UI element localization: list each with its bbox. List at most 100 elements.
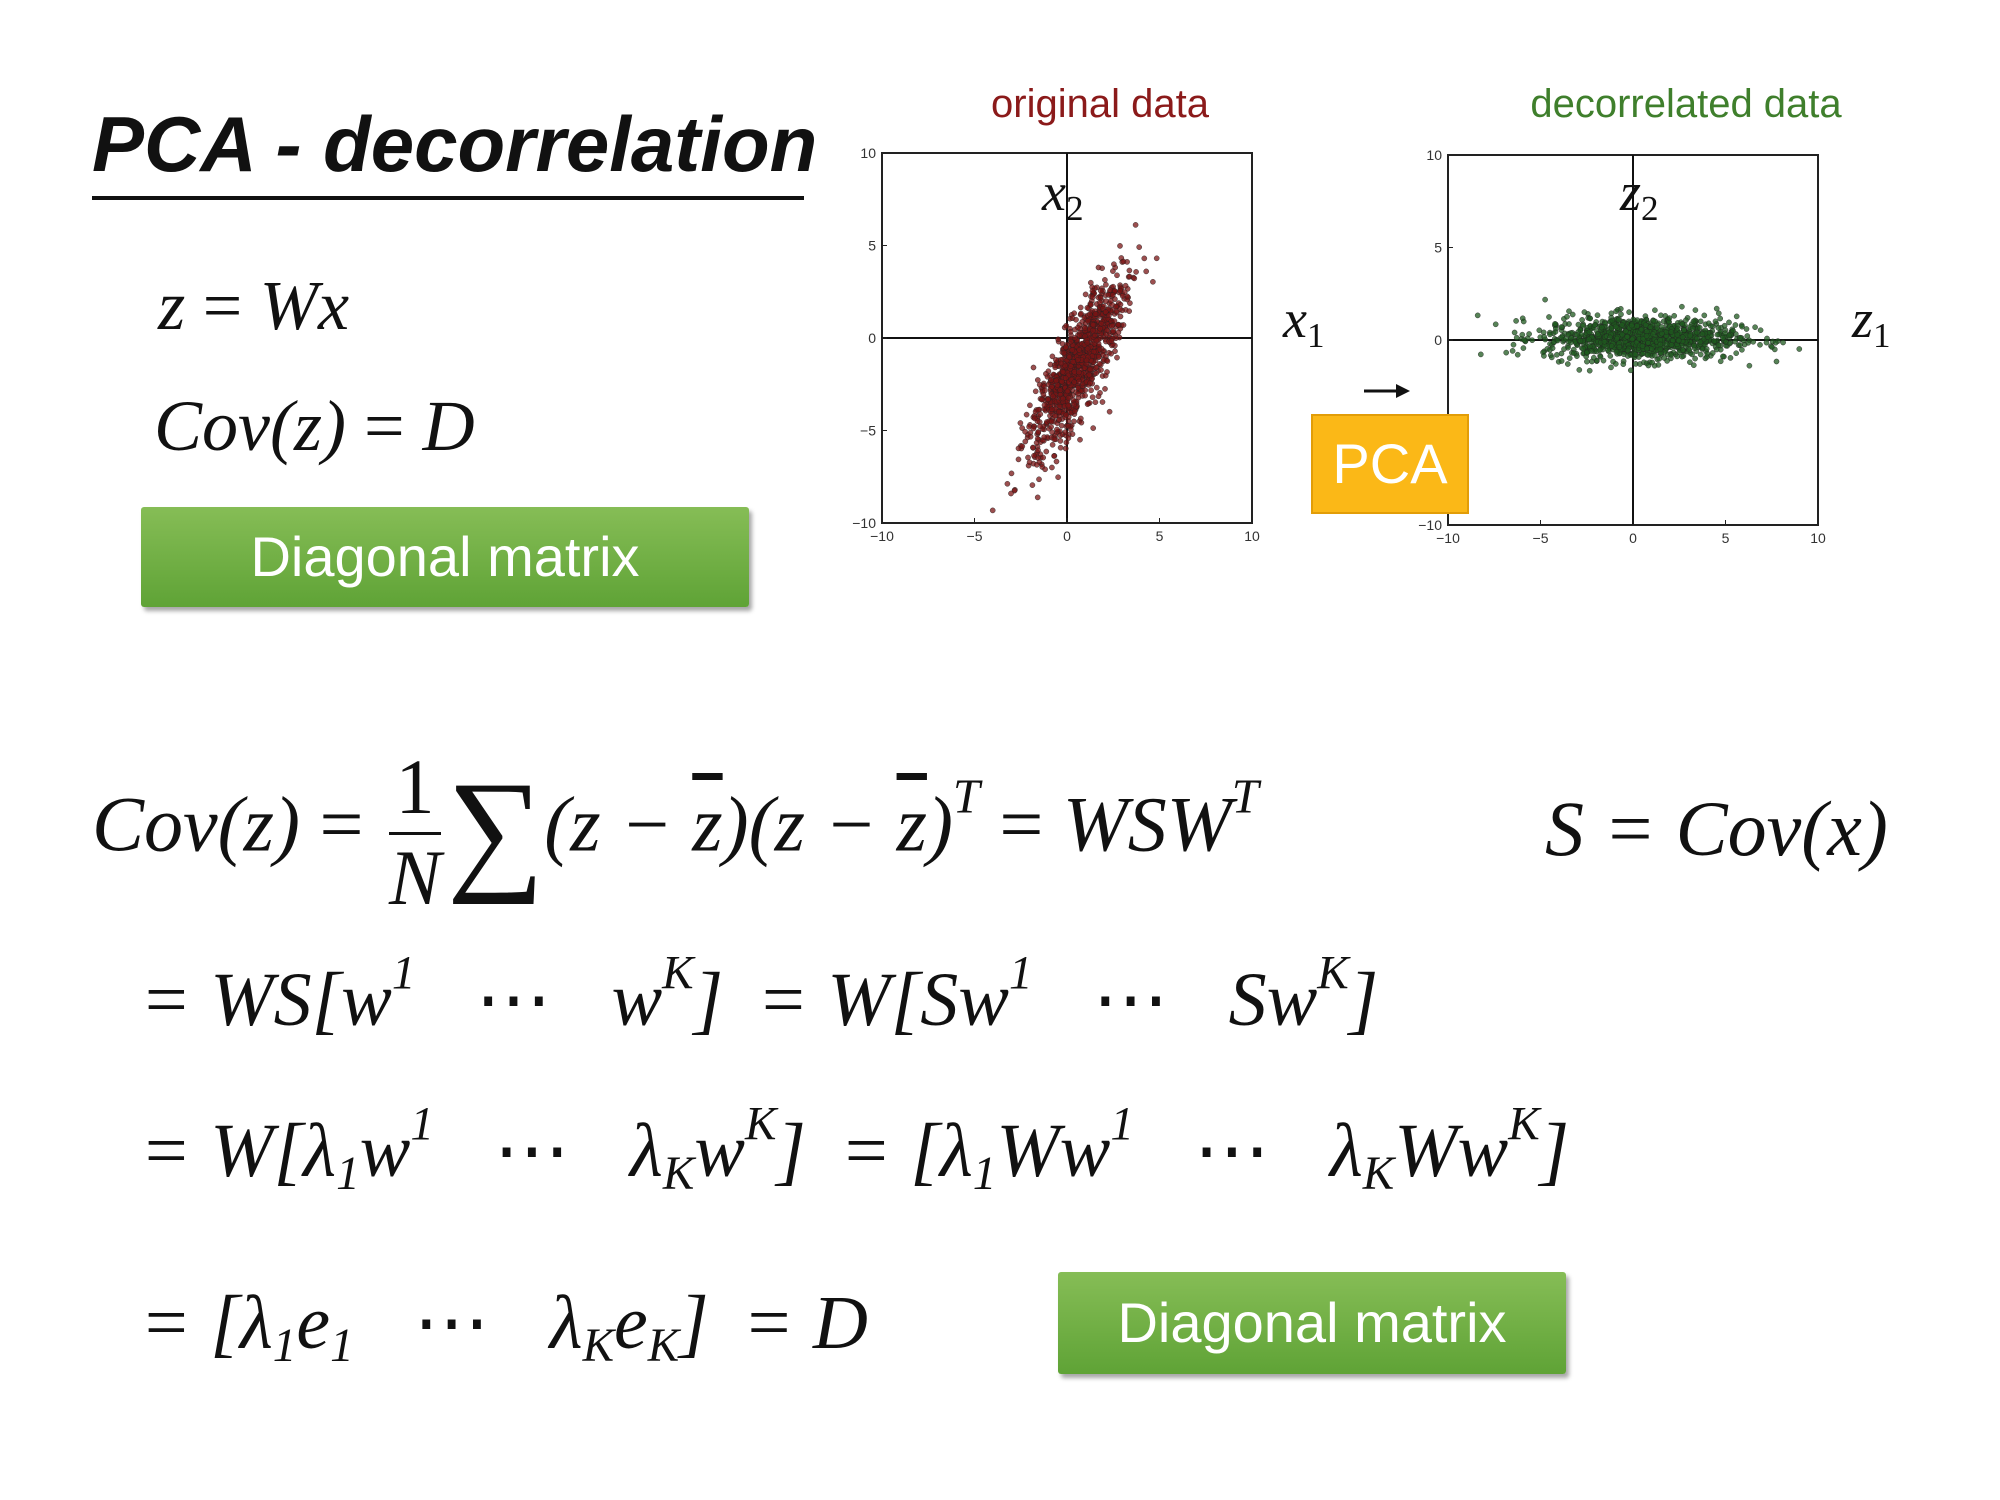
data-point [1715, 325, 1722, 331]
data-point [1053, 458, 1060, 465]
data-point [1107, 298, 1114, 304]
data-point [1691, 362, 1697, 368]
data-point [1668, 329, 1675, 335]
data-point [1099, 399, 1106, 405]
data-point [1086, 311, 1093, 317]
data-point [1720, 334, 1726, 341]
data-point [1041, 402, 1048, 408]
data-point [1102, 386, 1108, 392]
data-point [1629, 336, 1636, 343]
data-point [1022, 428, 1028, 435]
data-point [1519, 331, 1526, 338]
data-point [1558, 358, 1565, 364]
data-point [1117, 243, 1123, 249]
data-point [1097, 325, 1103, 332]
data-point [1607, 353, 1614, 359]
arrow-icon [1364, 384, 1410, 398]
data-point [1093, 384, 1100, 391]
data-point [1076, 332, 1083, 339]
data-point [1027, 402, 1033, 409]
data-point [1619, 331, 1626, 338]
data-point [1052, 413, 1058, 419]
data-point [1594, 312, 1601, 318]
y-tick-label: 0 [868, 330, 876, 346]
data-point [1607, 334, 1613, 341]
data-point [1086, 371, 1093, 378]
data-point [1712, 318, 1719, 325]
data-point [1577, 338, 1584, 344]
data-point [1108, 350, 1114, 357]
data-point [1561, 346, 1567, 352]
data-point [1036, 476, 1042, 483]
data-point [1060, 395, 1066, 402]
data-point [1117, 287, 1124, 294]
equation-z-wx: z = Wx [158, 268, 350, 345]
data-point [1056, 408, 1062, 415]
data-point [1709, 350, 1716, 356]
data-point [1077, 304, 1084, 311]
data-point [1520, 345, 1527, 351]
data-point [1542, 296, 1548, 303]
data-point [1098, 320, 1105, 327]
data-point [1613, 348, 1620, 355]
x-tick-label: 0 [1629, 530, 1637, 546]
data-point [1107, 287, 1114, 293]
data-point [1536, 327, 1543, 334]
data-point [1694, 335, 1700, 342]
data-point [1574, 331, 1580, 338]
data-point [1106, 408, 1113, 415]
data-point [1752, 324, 1758, 330]
data-point [1541, 334, 1548, 340]
data-point [1565, 331, 1572, 338]
data-point [1055, 336, 1061, 343]
data-point [1619, 322, 1625, 328]
data-point [1141, 255, 1148, 262]
data-point [1093, 337, 1100, 344]
plot-title-original: original data [991, 82, 1209, 126]
data-point [1554, 337, 1561, 344]
data-point [1737, 342, 1743, 348]
scatter-points [1474, 296, 1803, 374]
data-point [1692, 355, 1698, 362]
diagonal-matrix-badge-bottom: Diagonal matrix [1058, 1272, 1566, 1374]
data-point [1675, 337, 1682, 344]
data-point [1035, 406, 1042, 413]
data-point [1513, 334, 1520, 341]
data-point [1634, 323, 1640, 329]
data-point [1564, 313, 1570, 320]
data-point [1048, 377, 1054, 383]
data-point [1625, 347, 1631, 354]
data-point [1705, 320, 1712, 327]
data-point [1744, 333, 1751, 339]
data-point [1049, 464, 1055, 471]
data-point [1474, 312, 1481, 319]
data-point [1625, 353, 1631, 359]
data-point [1084, 345, 1091, 352]
data-point [1115, 321, 1122, 328]
data-point [1733, 313, 1740, 320]
data-point [1015, 456, 1022, 463]
data-point [1664, 358, 1670, 364]
data-point [1692, 307, 1699, 313]
data-point [1097, 294, 1104, 301]
data-point [1065, 402, 1072, 409]
data-point [1722, 330, 1729, 336]
data-point [1096, 361, 1103, 367]
data-point [1681, 327, 1687, 333]
data-point [1088, 387, 1094, 394]
derivation-line-2: = WS[w1 ⋯ wK] = W[Sw1 ⋯ SwK] [140, 947, 1379, 1042]
data-point [1071, 379, 1078, 385]
data-point [1764, 335, 1770, 342]
data-point [1035, 447, 1041, 454]
data-point [1062, 375, 1069, 381]
data-point [1037, 423, 1043, 430]
data-point [1566, 308, 1572, 314]
data-point [1045, 396, 1051, 403]
data-point [1733, 350, 1740, 356]
data-point [1048, 424, 1054, 430]
data-point [1053, 377, 1060, 384]
data-point [1600, 357, 1607, 364]
data-point [1547, 331, 1553, 338]
data-point [1026, 459, 1033, 466]
data-point [1153, 255, 1160, 262]
